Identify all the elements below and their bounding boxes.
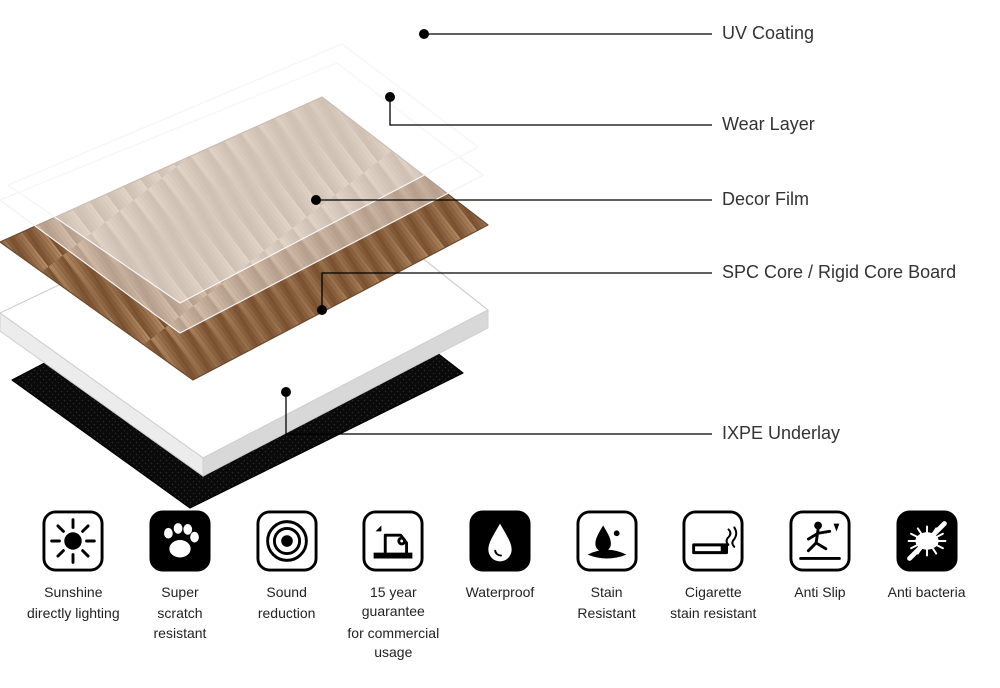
- feature-sublabel: reduction: [258, 604, 316, 624]
- feature-stain: StainResistant: [557, 510, 657, 624]
- feature-sublabel: stain resistant: [670, 604, 756, 624]
- layer-label-decor-film: Decor Film: [722, 189, 809, 210]
- feature-label: Anti Slip: [794, 583, 845, 603]
- feature-sublabel: for commercial usage: [343, 624, 443, 663]
- feature-label: Cigarette: [685, 583, 742, 603]
- feature-paw: Superscratch resistant: [130, 510, 230, 644]
- cigarette-icon: [682, 510, 744, 577]
- feature-cigarette: Cigarettestain resistant: [663, 510, 763, 624]
- feature-sublabel: Resistant: [577, 604, 635, 624]
- water-icon: [469, 510, 531, 577]
- feature-sublabel: scratch resistant: [130, 604, 230, 643]
- sound-icon: [256, 510, 318, 577]
- layer-label-ixpe-underlay: IXPE Underlay: [722, 423, 840, 444]
- feature-bacteria: Anti bacteria: [877, 510, 977, 603]
- feature-label: Sunshine: [44, 583, 102, 603]
- layer-label-wear-layer: Wear Layer: [722, 114, 815, 135]
- feature-label: Anti bacteria: [888, 583, 966, 603]
- layer-label-spc-core: SPC Core / Rigid Core Board: [722, 262, 956, 283]
- feature-label: Stain: [591, 583, 623, 603]
- paw-icon: [149, 510, 211, 577]
- layer-label-uv-coating: UV Coating: [722, 23, 814, 44]
- slip-icon: [789, 510, 851, 577]
- feature-sublabel: directly lighting: [27, 604, 120, 624]
- feature-icons-row: Sunshinedirectly lightingSuperscratch re…: [0, 510, 1000, 663]
- feature-sound: Soundreduction: [237, 510, 337, 624]
- feature-sun: Sunshinedirectly lighting: [23, 510, 123, 624]
- bacteria-icon: [896, 510, 958, 577]
- feature-label: Super: [161, 583, 198, 603]
- feature-label: 15 year guarantee: [343, 583, 443, 622]
- feature-guarantee: 15 year guaranteefor commercial usage: [343, 510, 443, 663]
- sun-icon: [42, 510, 104, 577]
- stain-icon: [576, 510, 638, 577]
- feature-water: Waterproof: [450, 510, 550, 603]
- guarantee-icon: [362, 510, 424, 577]
- feature-slip: Anti Slip: [770, 510, 870, 603]
- feature-label: Waterproof: [466, 583, 535, 603]
- feature-label: Sound: [266, 583, 306, 603]
- exploded-layers-diagram: UV Coating Wear Layer Decor Film SPC Core /…: [0, 0, 1000, 520]
